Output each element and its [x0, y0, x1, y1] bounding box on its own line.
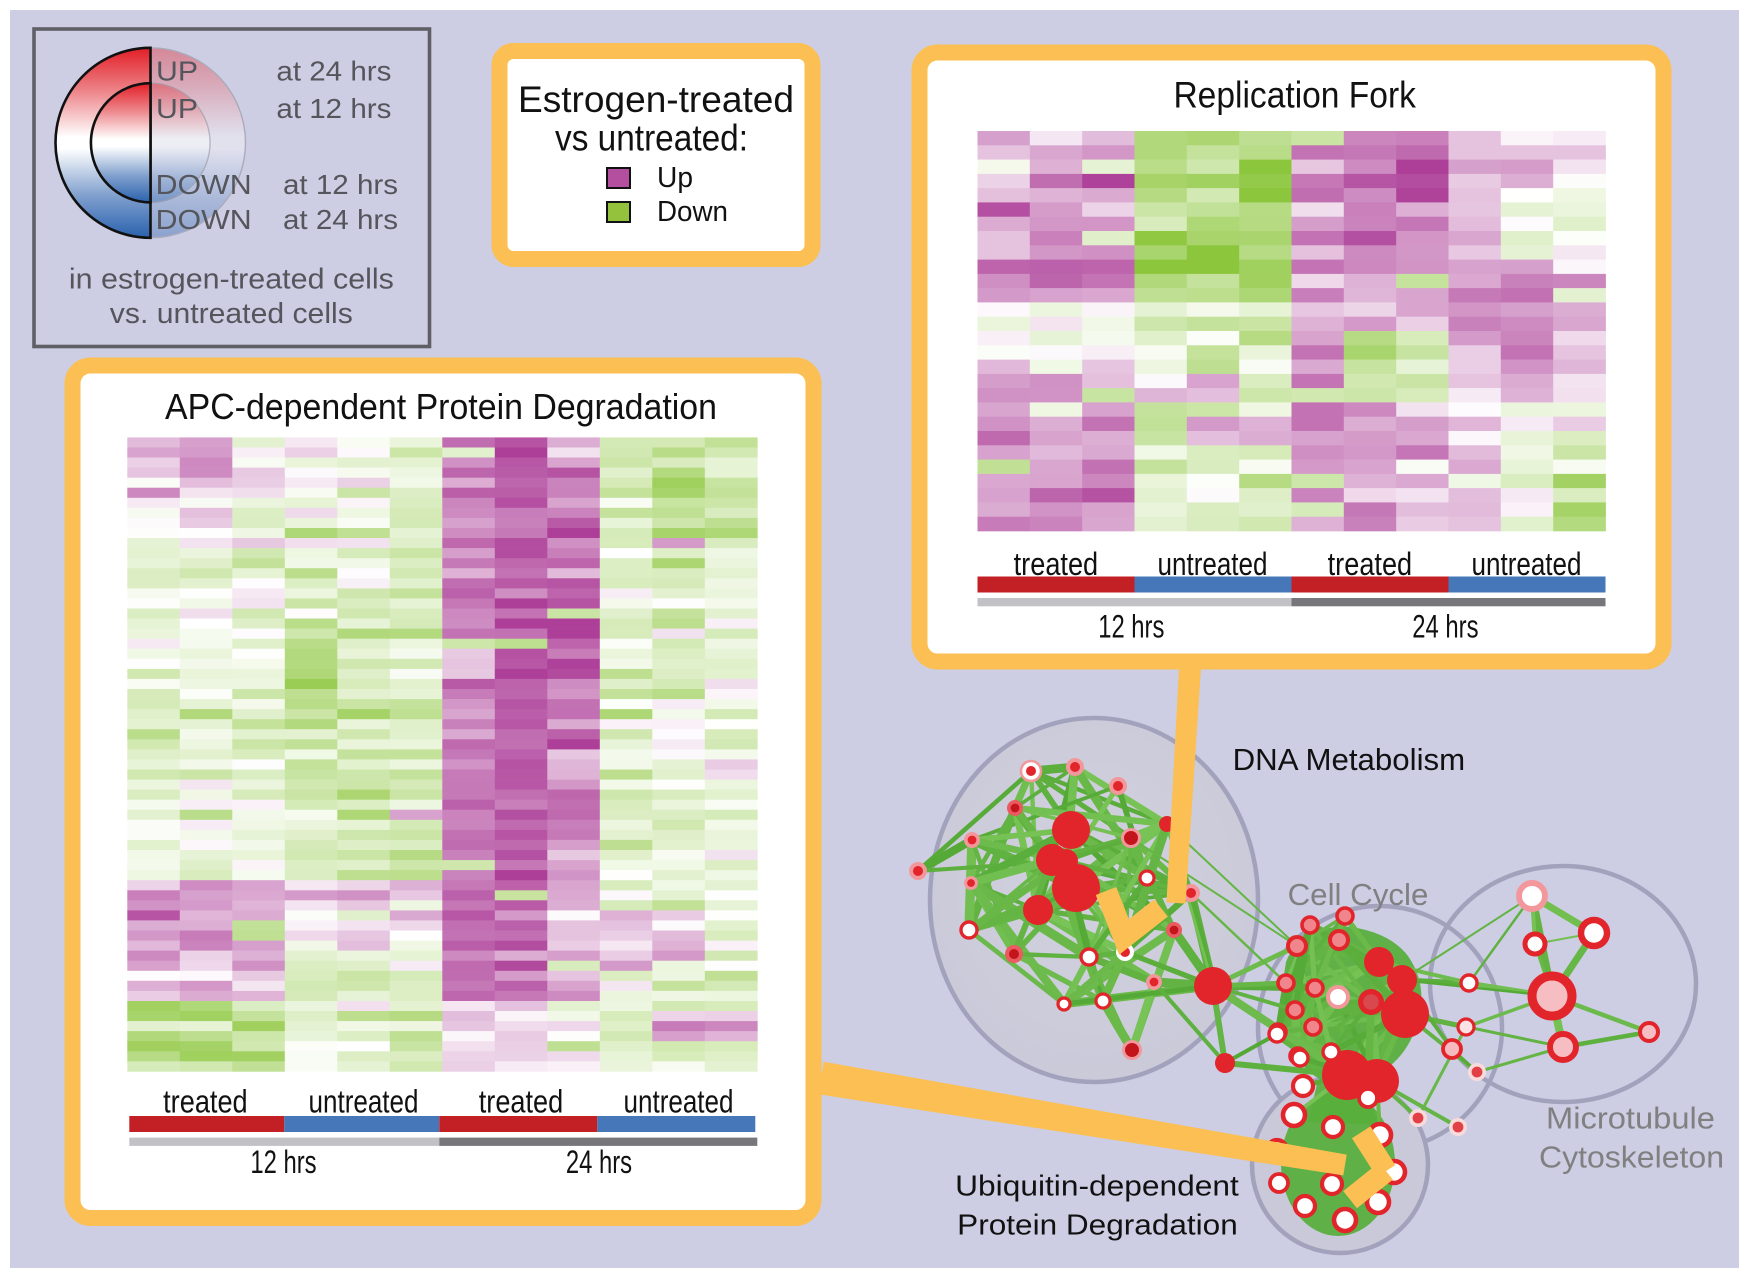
svg-text:treated: treated — [479, 1084, 564, 1120]
svg-text:APC-dependent Protein Degradat: APC-dependent Protein Degradation — [165, 386, 717, 427]
svg-text:12 hrs: 12 hrs — [1098, 608, 1164, 644]
svg-text:Microtubule: Microtubule — [1546, 1101, 1715, 1136]
svg-text:vs untreated:: vs untreated: — [555, 118, 748, 159]
svg-text:untreated: untreated — [309, 1084, 419, 1120]
svg-text:DOWN: DOWN — [156, 204, 252, 235]
svg-text:Estrogen-treated: Estrogen-treated — [518, 79, 794, 120]
svg-text:DOWN: DOWN — [156, 169, 252, 200]
svg-text:vs. untreated cells: vs. untreated cells — [110, 298, 353, 330]
svg-text:Protein Degradation: Protein Degradation — [957, 1210, 1238, 1242]
svg-text:untreated: untreated — [1472, 546, 1582, 582]
svg-text:untreated: untreated — [624, 1084, 734, 1120]
svg-text:12 hrs: 12 hrs — [250, 1144, 316, 1180]
svg-text:Ubiquitin-dependent: Ubiquitin-dependent — [955, 1171, 1239, 1203]
svg-text:UP: UP — [156, 56, 198, 87]
svg-text:at 12 hrs: at 12 hrs — [283, 169, 398, 200]
svg-text:Down: Down — [657, 196, 728, 228]
svg-text:DNA Metabolism: DNA Metabolism — [1233, 742, 1466, 777]
svg-text:at 24 hrs: at 24 hrs — [276, 56, 391, 87]
svg-text:treated: treated — [1014, 546, 1099, 582]
svg-text:treated: treated — [1328, 546, 1413, 582]
svg-text:24 hrs: 24 hrs — [566, 1144, 632, 1180]
svg-text:Cytoskeleton: Cytoskeleton — [1539, 1140, 1724, 1175]
svg-text:UP: UP — [156, 93, 198, 124]
svg-text:Cell Cycle: Cell Cycle — [1288, 877, 1429, 912]
svg-text:in estrogen-treated cells: in estrogen-treated cells — [69, 264, 394, 296]
svg-text:at 24 hrs: at 24 hrs — [283, 204, 398, 235]
svg-text:Replication Fork: Replication Fork — [1173, 74, 1416, 115]
svg-text:at 12 hrs: at 12 hrs — [276, 93, 391, 124]
svg-text:untreated: untreated — [1158, 546, 1268, 582]
svg-text:24 hrs: 24 hrs — [1412, 608, 1478, 644]
svg-text:Up: Up — [657, 162, 693, 194]
svg-text:treated: treated — [163, 1084, 248, 1120]
